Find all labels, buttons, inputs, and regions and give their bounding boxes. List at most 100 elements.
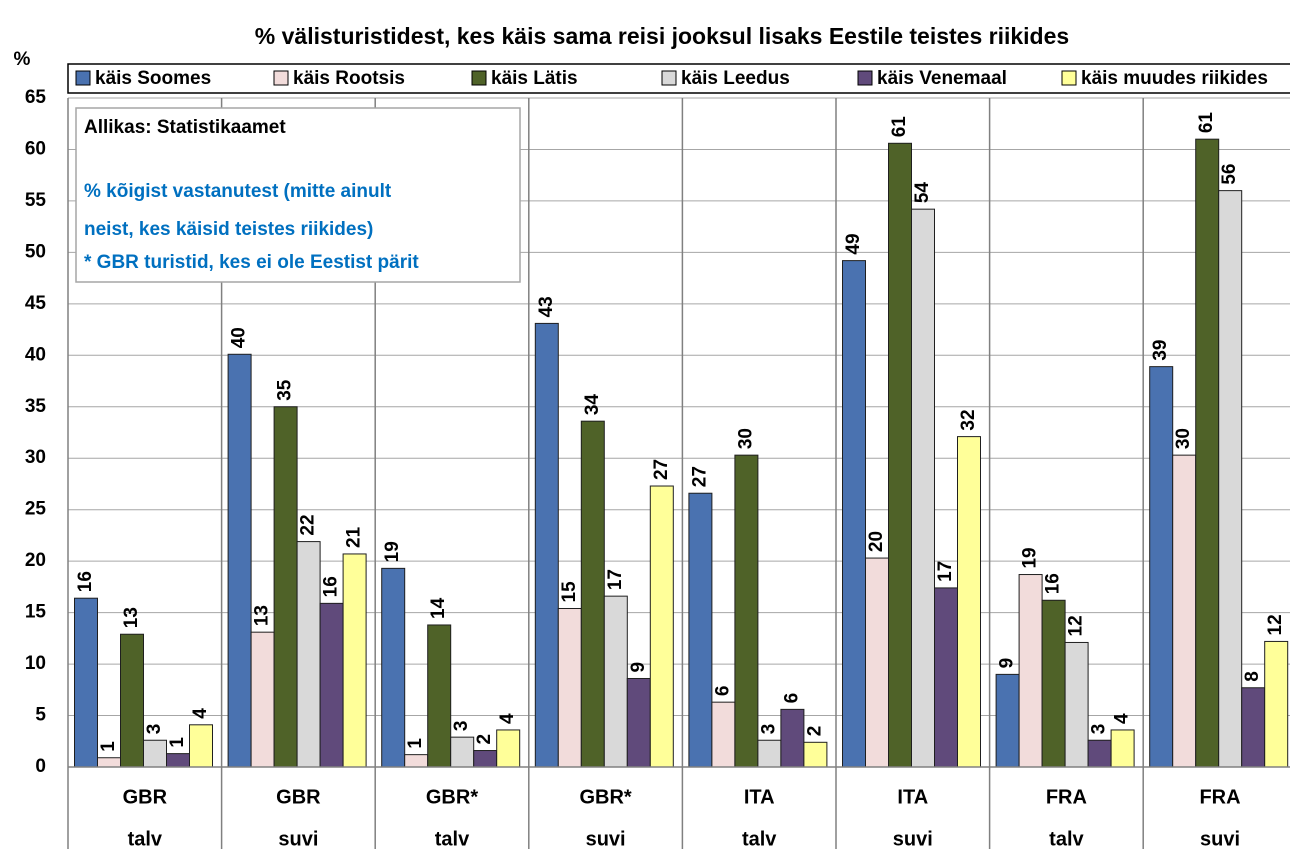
bar <box>1264 640 1289 768</box>
legend-label: käis Soomes <box>95 68 211 89</box>
annotation-note: neist, kes käisid teistes riikides) <box>84 219 373 240</box>
legend-label: käis muudes riikides <box>1081 68 1268 89</box>
annotation-box <box>75 107 521 283</box>
bar <box>1218 190 1243 768</box>
y-tick-label: 60 <box>25 138 46 159</box>
legend-swatch <box>1061 70 1077 86</box>
data-label: 16 <box>1043 573 1064 594</box>
data-label: 56 <box>1219 163 1240 184</box>
x-tick-label: talv <box>435 828 470 849</box>
y-tick-label: 15 <box>25 602 47 623</box>
data-label: 4 <box>497 713 518 724</box>
bar <box>473 750 498 768</box>
bar <box>1172 454 1197 768</box>
data-label: 30 <box>1173 428 1194 449</box>
bar <box>120 633 144 768</box>
bar <box>780 708 805 768</box>
bar <box>250 631 275 768</box>
legend-swatch <box>661 70 677 86</box>
data-label: 21 <box>344 526 365 548</box>
x-tick-label: suvi <box>586 828 626 849</box>
data-label: 49 <box>843 233 864 254</box>
bar <box>1041 599 1066 768</box>
y-axis-label: % <box>14 49 31 70</box>
data-label: 27 <box>651 459 672 480</box>
data-label: 43 <box>536 296 557 317</box>
x-tick-label: GBR* <box>426 786 478 808</box>
bar <box>603 595 628 768</box>
bar <box>1087 739 1112 768</box>
legend-label: käis Venemaal <box>877 68 1007 89</box>
bar <box>427 624 452 768</box>
data-label: 61 <box>1196 112 1217 134</box>
bar <box>711 701 736 768</box>
data-label: 20 <box>866 531 887 552</box>
legend-label: käis Lätis <box>491 68 578 89</box>
bar <box>450 736 475 768</box>
bar <box>189 724 213 768</box>
data-label: 17 <box>605 569 626 590</box>
x-tick-label: FRA <box>1046 786 1087 808</box>
bar <box>404 754 429 768</box>
y-tick-label: 45 <box>25 293 47 314</box>
data-label: 17 <box>935 561 956 582</box>
x-tick-label: ITA <box>897 786 928 808</box>
data-label: 13 <box>252 605 273 626</box>
data-label: 2 <box>804 726 825 737</box>
data-label: 35 <box>275 379 296 401</box>
x-tick-label: suvi <box>278 828 318 849</box>
bar <box>166 753 190 768</box>
bar <box>934 587 958 768</box>
x-tick-label: talv <box>128 828 163 849</box>
bar <box>1241 687 1266 768</box>
data-label: 4 <box>190 708 211 719</box>
bar <box>734 454 759 768</box>
data-label: 9 <box>628 662 649 673</box>
bar <box>865 557 889 768</box>
legend-swatch <box>471 70 487 86</box>
bar <box>803 741 828 768</box>
data-label: 32 <box>958 409 979 430</box>
x-tick-label: GBR <box>123 786 168 808</box>
bar <box>649 485 674 768</box>
bar <box>296 541 321 768</box>
bar <box>1195 138 1220 768</box>
y-tick-label: 35 <box>25 396 47 417</box>
legend-label: käis Rootsis <box>293 68 405 89</box>
data-label: 14 <box>428 597 449 619</box>
data-label: 22 <box>298 514 319 535</box>
bar <box>888 142 912 768</box>
x-tick-label: suvi <box>1200 828 1240 849</box>
data-label: 40 <box>229 327 250 348</box>
data-label: 12 <box>1066 615 1087 636</box>
legend-label: käis Leedus <box>681 68 790 89</box>
data-label: 15 <box>559 581 580 603</box>
data-label: 6 <box>781 693 802 704</box>
y-tick-label: 20 <box>25 550 46 571</box>
annotation-note: % kõigist vastanutest (mitte ainult <box>84 181 392 202</box>
data-label: 61 <box>889 116 910 138</box>
x-tick-label: talv <box>1049 828 1084 849</box>
data-label: 16 <box>75 571 96 592</box>
bar <box>342 553 367 768</box>
data-label: 27 <box>689 466 710 487</box>
bar <box>688 492 713 768</box>
bar <box>74 597 98 768</box>
legend-swatch <box>857 70 873 86</box>
x-tick-label: GBR* <box>579 786 631 808</box>
data-label: 13 <box>121 607 142 628</box>
bar <box>757 739 782 768</box>
data-label: 16 <box>321 576 342 597</box>
bar <box>1018 574 1043 768</box>
bar <box>319 602 344 768</box>
data-label: 19 <box>1020 547 1041 568</box>
bar <box>911 208 935 768</box>
y-tick-label: 10 <box>25 653 46 674</box>
data-label: 3 <box>758 724 779 735</box>
bar <box>1149 366 1174 768</box>
chart-title: % välisturistidest, kes käis sama reisi … <box>255 23 1069 49</box>
bar <box>842 260 866 768</box>
legend <box>67 63 1290 94</box>
data-label: 19 <box>382 541 403 562</box>
data-label: 1 <box>405 738 426 749</box>
